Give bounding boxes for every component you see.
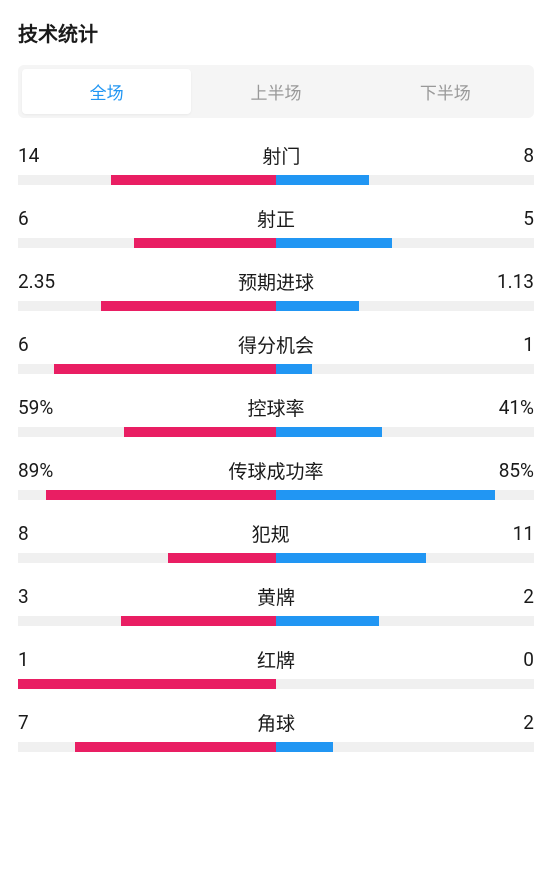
bar-left-fill	[121, 616, 276, 626]
bar-right-fill	[276, 364, 312, 374]
bar-left-fill	[111, 175, 276, 185]
stats-list: 14 射门 8 6 射正 5 2.35 预期进球 1.13 6 得分机会 1 59% 控球率 41% 89% 传…	[18, 142, 534, 752]
stat-name: 红牌	[257, 646, 295, 673]
stat-value-left: 3	[18, 585, 29, 608]
stat-labels: 89% 传球成功率 85%	[18, 457, 534, 484]
stat-bar	[18, 175, 534, 185]
stat-name: 传球成功率	[228, 457, 323, 484]
bar-left-fill	[75, 742, 276, 752]
stat-value-right: 2	[523, 585, 534, 608]
tab-2[interactable]: 下半场	[361, 69, 530, 114]
stat-value-left: 8	[18, 522, 29, 545]
bar-right-fill	[276, 553, 426, 563]
period-tabs: 全场上半场下半场	[18, 65, 534, 118]
tab-0[interactable]: 全场	[22, 69, 191, 114]
stat-name: 预期进球	[238, 268, 314, 295]
stat-bar	[18, 301, 534, 311]
stat-value-left: 7	[18, 711, 29, 734]
stat-labels: 8 犯规 11	[18, 520, 534, 547]
stat-value-left: 6	[18, 333, 29, 356]
bar-left-fill	[18, 679, 276, 689]
stat-row: 6 得分机会 1	[18, 331, 534, 374]
bar-left-fill	[46, 490, 276, 500]
stat-row: 7 角球 2	[18, 709, 534, 752]
tab-1[interactable]: 上半场	[191, 69, 360, 114]
stat-row: 59% 控球率 41%	[18, 394, 534, 437]
stat-value-right: 85%	[499, 459, 534, 482]
bar-left-fill	[168, 553, 276, 563]
bar-left-fill	[124, 427, 276, 437]
stat-name: 得分机会	[238, 331, 314, 358]
stat-row: 1 红牌 0	[18, 646, 534, 689]
bar-right-fill	[276, 616, 379, 626]
stat-labels: 3 黄牌 2	[18, 583, 534, 610]
stat-name: 控球率	[247, 394, 304, 421]
stat-value-left: 59%	[18, 396, 53, 419]
stat-row: 2.35 预期进球 1.13	[18, 268, 534, 311]
stat-bar	[18, 553, 534, 563]
stat-name: 射正	[257, 205, 295, 232]
bar-right-fill	[276, 427, 382, 437]
stat-labels: 6 得分机会 1	[18, 331, 534, 358]
stat-labels: 1 红牌 0	[18, 646, 534, 673]
bar-right-fill	[276, 175, 369, 185]
stat-bar	[18, 742, 534, 752]
stat-value-left: 14	[18, 144, 39, 167]
stat-name: 黄牌	[257, 583, 295, 610]
stat-row: 14 射门 8	[18, 142, 534, 185]
stat-value-right: 0	[523, 648, 534, 671]
bar-left-fill	[134, 238, 276, 248]
bar-right-fill	[276, 301, 359, 311]
stat-bar	[18, 364, 534, 374]
stat-bar	[18, 427, 534, 437]
stat-row: 89% 传球成功率 85%	[18, 457, 534, 500]
section-title: 技术统计	[18, 18, 534, 47]
stat-value-left: 6	[18, 207, 29, 230]
stat-row: 6 射正 5	[18, 205, 534, 248]
stat-name: 角球	[257, 709, 295, 736]
stat-labels: 6 射正 5	[18, 205, 534, 232]
bar-right-fill	[276, 490, 495, 500]
stat-labels: 2.35 预期进球 1.13	[18, 268, 534, 295]
bar-left-fill	[54, 364, 276, 374]
stat-bar	[18, 490, 534, 500]
stat-name: 犯规	[252, 520, 290, 547]
stat-value-left: 89%	[18, 459, 53, 482]
stat-row: 8 犯规 11	[18, 520, 534, 563]
stat-value-right: 1.13	[497, 270, 534, 293]
stat-value-left: 2.35	[18, 270, 55, 293]
stat-value-right: 5	[523, 207, 534, 230]
stat-value-left: 1	[18, 648, 29, 671]
stat-value-right: 1	[523, 333, 534, 356]
stat-bar	[18, 616, 534, 626]
bar-right-fill	[276, 742, 333, 752]
bar-right-fill	[276, 238, 392, 248]
stat-value-right: 2	[523, 711, 534, 734]
stat-value-right: 8	[523, 144, 534, 167]
stat-labels: 7 角球 2	[18, 709, 534, 736]
stat-labels: 14 射门 8	[18, 142, 534, 169]
stat-labels: 59% 控球率 41%	[18, 394, 534, 421]
stat-name: 射门	[262, 142, 300, 169]
stat-row: 3 黄牌 2	[18, 583, 534, 626]
stat-value-right: 41%	[499, 396, 534, 419]
bar-left-fill	[101, 301, 276, 311]
stat-value-right: 11	[513, 522, 534, 545]
stat-bar	[18, 679, 534, 689]
stat-bar	[18, 238, 534, 248]
